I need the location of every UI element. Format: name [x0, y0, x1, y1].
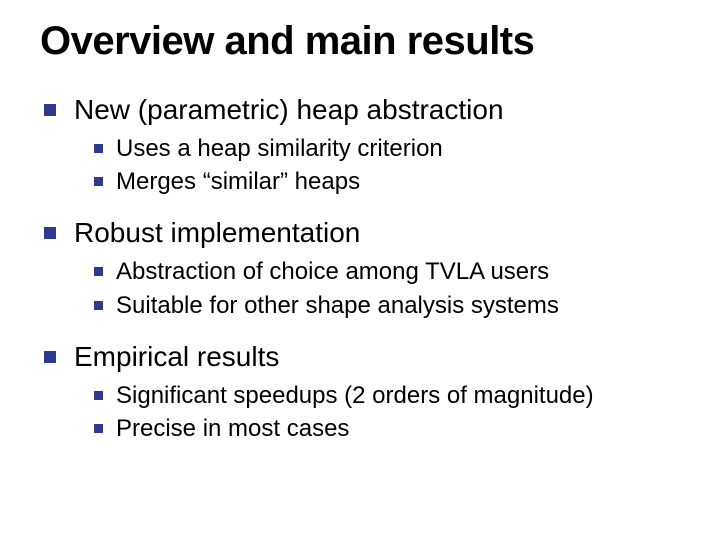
bullet-level1: New (parametric) heap abstraction Uses a… — [40, 92, 680, 197]
bullet-level1: Empirical results Significant speedups (… — [40, 339, 680, 444]
bullet-level1: Robust implementation Abstraction of cho… — [40, 215, 680, 320]
bullet-list-level1: New (parametric) heap abstraction Uses a… — [40, 92, 680, 444]
bullet-text: Precise in most cases — [116, 415, 349, 442]
bullet-text: Merges “similar” heaps — [116, 168, 360, 195]
bullet-level2: Suitable for other shape analysis system… — [92, 290, 680, 321]
bullet-level2: Uses a heap similarity criterion — [92, 133, 680, 164]
bullet-text: New (parametric) heap abstraction — [74, 94, 504, 125]
bullet-text: Suitable for other shape analysis system… — [116, 292, 559, 319]
bullet-text: Empirical results — [74, 341, 279, 372]
bullet-level2: Significant speedups (2 orders of magnit… — [92, 380, 680, 411]
bullet-text: Significant speedups (2 orders of magnit… — [116, 382, 594, 409]
bullet-level2: Abstraction of choice among TVLA users — [92, 256, 680, 287]
bullet-list-level2: Uses a heap similarity criterion Merges … — [92, 133, 680, 197]
bullet-list-level2: Significant speedups (2 orders of magnit… — [92, 380, 680, 444]
bullet-level2: Precise in most cases — [92, 413, 680, 444]
bullet-level2: Merges “similar” heaps — [92, 166, 680, 197]
bullet-text: Robust implementation — [74, 217, 360, 248]
slide: Overview and main results New (parametri… — [0, 0, 720, 540]
bullet-text: Abstraction of choice among TVLA users — [116, 258, 549, 285]
bullet-list-level2: Abstraction of choice among TVLA users S… — [92, 256, 680, 320]
slide-title: Overview and main results — [40, 18, 680, 64]
bullet-text: Uses a heap similarity criterion — [116, 135, 443, 162]
